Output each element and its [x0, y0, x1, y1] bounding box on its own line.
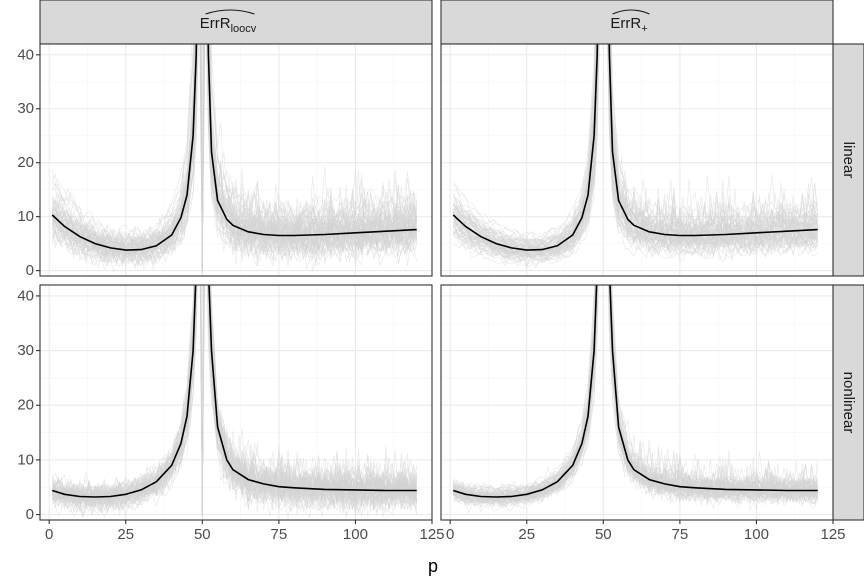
strip-hat-mark	[612, 9, 650, 15]
y-tick-label: 0	[26, 262, 34, 279]
mean-line-left-branch	[51, 44, 198, 251]
replicate-line	[453, 285, 818, 505]
strip-sub-text: loocv	[231, 23, 257, 35]
x-tick-label: 50	[194, 526, 211, 543]
replicate-line	[52, 285, 417, 519]
x-tick-label: 25	[518, 526, 535, 543]
panel-0-1	[39, 284, 433, 521]
x-tick-label: 100	[744, 526, 769, 543]
mean-line	[453, 285, 818, 498]
replicate-line	[453, 44, 818, 255]
replicate-line	[52, 44, 417, 272]
y-tick-label: 20	[17, 154, 34, 171]
x-tick-label: 0	[45, 526, 53, 543]
mean-line-left-branch	[453, 285, 598, 498]
replicate-line	[453, 44, 818, 259]
mean-line-right-branch	[609, 285, 818, 492]
mean-line-right-branch	[208, 285, 417, 492]
panel-1-0	[440, 43, 834, 277]
mean-line	[51, 44, 417, 251]
strip-main-text: ErrR	[200, 15, 231, 32]
replicate-line	[453, 44, 818, 266]
x-tick-label: 0	[446, 526, 454, 543]
replicate-line	[52, 44, 417, 268]
replicate-line	[453, 44, 818, 247]
replicate-line	[52, 44, 417, 271]
row-strip-label-0: linear	[840, 142, 857, 179]
column-strip-0	[39, 0, 433, 45]
column-strip-label-1: ErrR+	[610, 15, 647, 35]
replicate-line	[453, 285, 818, 515]
replicate-line	[52, 44, 417, 268]
replicate-line	[52, 285, 417, 510]
row-strip-0	[832, 43, 864, 277]
row-strip-label-1: nonlinear	[840, 372, 857, 434]
y-tick-label: 10	[17, 451, 34, 468]
strip-sub-text: +	[641, 23, 647, 35]
y-tick-label: 0	[26, 506, 34, 523]
replicate-line	[453, 44, 818, 247]
mean-line-right-branch	[207, 44, 417, 237]
row-strip-1	[832, 284, 864, 521]
replicate-line	[52, 44, 417, 267]
replicate-curves	[52, 285, 417, 519]
mean-line-left-branch	[52, 285, 197, 498]
x-tick-label: 50	[595, 526, 612, 543]
replicate-line	[52, 285, 417, 516]
x-tick-label: 75	[271, 526, 288, 543]
replicate-line	[453, 285, 818, 502]
column-strip-label-0: ErrRloocv	[200, 15, 257, 35]
replicate-line	[52, 285, 417, 513]
replicate-line	[453, 44, 818, 244]
panel-0-0	[39, 43, 433, 277]
facet-panels	[39, 43, 834, 521]
replicate-line	[453, 44, 818, 252]
y-tick-label: 40	[17, 46, 34, 63]
y-tick-label: 20	[17, 397, 34, 414]
panel-border	[440, 43, 834, 277]
x-axis-title: p	[428, 556, 438, 576]
y-tick-label: 30	[17, 342, 34, 359]
replicate-line	[453, 44, 818, 238]
replicate-line	[52, 44, 417, 267]
panel-border	[440, 284, 834, 521]
panel-1-1	[440, 284, 834, 521]
mean-line	[52, 285, 417, 498]
replicate-line	[52, 285, 417, 514]
mean-line	[452, 44, 818, 251]
y-tick-label: 40	[17, 287, 34, 304]
replicate-line	[453, 44, 818, 256]
replicate-line	[453, 285, 818, 496]
x-tick-label: 25	[117, 526, 134, 543]
x-tick-label: 75	[672, 526, 689, 543]
x-tick-label: 125	[820, 526, 845, 543]
x-tick-label: 100	[343, 526, 368, 543]
column-strip-1	[440, 0, 834, 45]
replicate-line	[453, 285, 818, 495]
strip-main-text: ErrR	[610, 15, 641, 32]
mean-line-right-branch	[608, 44, 818, 237]
replicate-line	[453, 44, 818, 249]
panel-border	[39, 284, 433, 521]
y-tick-label: 10	[17, 208, 34, 225]
x-tick-label: 125	[419, 526, 444, 543]
y-tick-label: 30	[17, 100, 34, 117]
panel-border	[39, 43, 433, 277]
mean-line-left-branch	[452, 44, 599, 251]
strip-hat-mark	[205, 9, 255, 15]
replicate-line	[52, 285, 417, 519]
